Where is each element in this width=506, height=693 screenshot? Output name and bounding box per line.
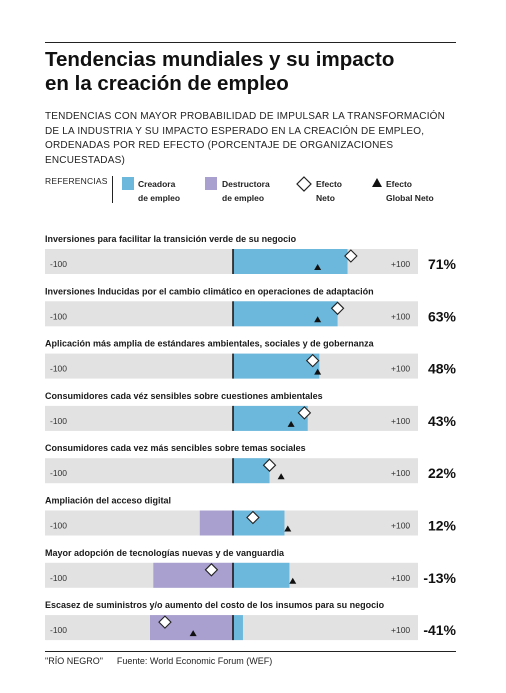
legend-global-text: Efecto Global Neto: [386, 177, 434, 205]
net-effect-marker: [297, 406, 312, 420]
legend-label: REFERENCIAS: [45, 176, 108, 186]
axis-max-label: +100: [391, 468, 410, 478]
net-value-label: 22%: [428, 465, 457, 481]
axis-min-label: -100: [50, 416, 67, 426]
creator-bar: [233, 249, 348, 274]
net-effect-marker: [246, 510, 260, 525]
subtitle-line-2: DE LA INDUSTRIA Y SU IMPACTO ESPERADO EN…: [45, 125, 425, 137]
axis-max-label: +100: [391, 259, 410, 269]
title-line-1: Tendencias mundiales y su impacto: [45, 48, 395, 71]
creator-bar: [233, 562, 290, 588]
global-net-marker: [189, 630, 197, 637]
category-label: Consumidores cada véz sensibles sobre cu…: [45, 391, 323, 401]
axis-min-label: -100: [50, 625, 67, 635]
global-net-marker: [314, 368, 322, 375]
creator-bar: [233, 458, 270, 484]
net-value-label: 43%: [428, 413, 457, 429]
global-net-marker: [284, 525, 292, 532]
legend-global-line-1: Efecto: [386, 179, 412, 189]
net-value-label: -13%: [423, 570, 456, 586]
creator-bar: [233, 301, 338, 327]
category-label: Ampliación del acceso digital: [45, 496, 171, 506]
axis-max-label: +100: [391, 416, 410, 426]
axis-min-label: -100: [50, 521, 67, 531]
subtitle-line-3: ORDENADAS POR RED EFECTO (PORCENTAJE DE …: [45, 140, 394, 166]
global-net-marker: [314, 316, 322, 323]
legend-destroyer-swatch: [205, 177, 217, 190]
axis-min-label: -100: [50, 259, 67, 269]
legend-destroyer-line-2: de empleo: [222, 193, 265, 203]
footer-outlet: "RÍO NEGRO": [45, 656, 103, 666]
net-effect-marker: [204, 563, 219, 577]
diamond-icon: [296, 176, 312, 192]
bottom-rule: [45, 651, 456, 652]
chart-subtitle: TENDENCIAS CON MAYOR PROBABILIDAD DE IMP…: [45, 110, 460, 168]
legend-global-line-2: Global Neto: [386, 193, 434, 203]
creator-bar: [233, 510, 285, 536]
bar-track: [45, 458, 418, 484]
legend-creator-swatch: [122, 177, 134, 190]
net-value-label: 63%: [428, 308, 457, 324]
title-line-2: en la creación de empleo: [45, 72, 289, 95]
legend-destroyer-text: Destructora de empleo: [222, 177, 270, 205]
category-label: Escasez de suministros y/o aumento del c…: [45, 600, 385, 610]
global-net-marker: [314, 264, 322, 270]
category-label: Mayor adopción de tecnologías nuevas y d…: [45, 548, 285, 558]
legend-net-line-2: Neto: [316, 193, 335, 203]
global-net-marker: [277, 473, 285, 480]
legend-creator-text: Creadora de empleo: [138, 177, 180, 205]
axis-max-label: +100: [391, 573, 410, 583]
global-net-marker: [289, 577, 297, 584]
axis-min-label: -100: [50, 364, 67, 374]
global-net-marker: [287, 420, 295, 427]
net-effect-marker: [158, 615, 172, 629]
legend-creator-line-2: de empleo: [138, 193, 181, 203]
bar-track: [45, 249, 418, 274]
net-effect-marker: [305, 353, 320, 368]
legend-destroyer-line-1: Destructora: [222, 179, 270, 189]
legend-separator: [112, 176, 113, 203]
footer-source: Fuente: World Economic Forum (WEF): [116, 656, 273, 666]
footer: "RÍO NEGRO" Fuente: World Economic Forum …: [45, 656, 272, 666]
axis-min-label: -100: [50, 468, 67, 478]
net-value-label: 71%: [428, 256, 457, 272]
net-value-label: -41%: [423, 622, 456, 638]
category-label: Inversiones Inducidas por el cambio clim…: [45, 286, 374, 296]
axis-min-label: -100: [50, 573, 67, 583]
net-effect-marker: [262, 458, 277, 472]
bar-track: [45, 301, 418, 327]
bar-track: [45, 353, 418, 379]
legend-net-text: Efecto Neto: [316, 177, 342, 205]
creator-bar: [233, 615, 243, 641]
top-rule: [45, 42, 456, 43]
category-label: Inversiones para facilitar la transición…: [45, 234, 297, 244]
legend-creator-line-1: Creadora: [138, 179, 176, 189]
legend-net-line-1: Efecto: [316, 179, 342, 189]
axis-max-label: +100: [391, 625, 410, 635]
triangle-icon: [372, 178, 382, 187]
category-label: Consumidores cada vez más sencibles sobr…: [45, 443, 306, 453]
subtitle-line-1: TENDENCIAS CON MAYOR PROBABILIDAD DE IMP…: [45, 111, 446, 122]
category-label: Aplicación más amplia de estándares ambi…: [45, 339, 375, 349]
creator-bar: [233, 405, 308, 431]
creator-bar: [233, 353, 320, 379]
destroyer-bar: [153, 562, 233, 588]
axis-max-label: +100: [391, 521, 410, 531]
chart-title: Tendencias mundiales y su impacto en la …: [45, 48, 456, 96]
axis-max-label: +100: [391, 364, 410, 374]
legend: REFERENCIAS Creadora de empleo Destructo…: [45, 176, 460, 208]
axis-max-label: +100: [391, 311, 410, 321]
net-effect-marker: [344, 249, 358, 263]
net-value-label: 12%: [428, 518, 457, 534]
bar-track: [45, 405, 418, 431]
destroyer-bar: [199, 510, 233, 536]
net-value-label: 48%: [428, 361, 457, 377]
axis-min-label: -100: [50, 311, 67, 321]
net-effect-marker: [330, 301, 345, 316]
